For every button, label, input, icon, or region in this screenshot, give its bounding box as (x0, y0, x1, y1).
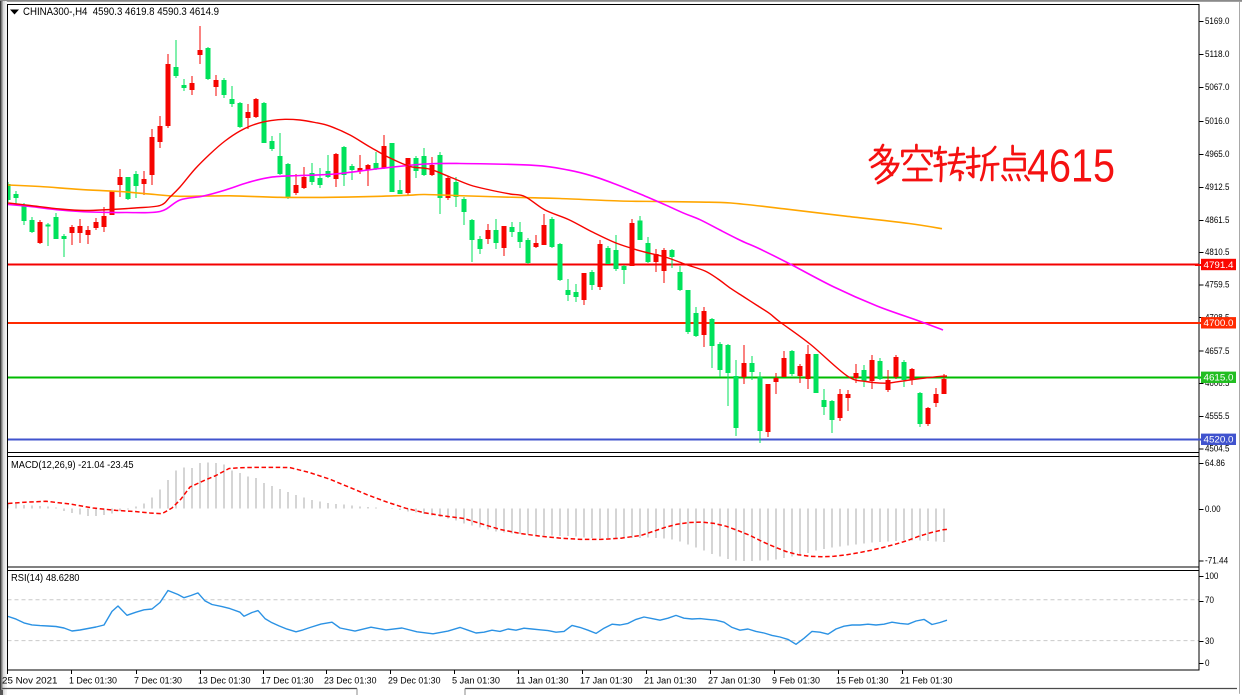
svg-text:4791.4: 4791.4 (1204, 260, 1235, 271)
svg-text:5067.0: 5067.0 (1205, 82, 1229, 93)
svg-text:17 Jan 01:30: 17 Jan 01:30 (580, 676, 633, 687)
svg-text:-71.44: -71.44 (1205, 556, 1229, 567)
svg-text:30: 30 (1205, 636, 1214, 647)
svg-text:25 Nov 2021: 25 Nov 2021 (2, 676, 57, 687)
svg-text:70: 70 (1205, 595, 1214, 606)
svg-text:64.86: 64.86 (1205, 458, 1225, 469)
svg-text:9 Feb 01:30: 9 Feb 01:30 (772, 676, 820, 687)
svg-text:23 Dec 01:30: 23 Dec 01:30 (324, 676, 377, 687)
svg-text:11 Jan 01:30: 11 Jan 01:30 (516, 676, 569, 687)
svg-text:4759.5: 4759.5 (1205, 280, 1229, 291)
svg-text:5169.0: 5169.0 (1205, 16, 1229, 27)
svg-text:21 Jan 01:30: 21 Jan 01:30 (644, 676, 697, 687)
svg-text:4615: 4615 (1027, 140, 1115, 192)
svg-text:4504.5: 4504.5 (1205, 444, 1229, 455)
svg-text:4657.5: 4657.5 (1205, 346, 1229, 357)
svg-text:5016.0: 5016.0 (1205, 116, 1229, 127)
svg-text:7 Dec 01:30: 7 Dec 01:30 (134, 676, 182, 687)
svg-text:100: 100 (1205, 571, 1218, 582)
svg-text:4965.0: 4965.0 (1205, 149, 1229, 160)
svg-text:15 Feb 01:30: 15 Feb 01:30 (836, 676, 889, 687)
svg-text:0: 0 (1205, 658, 1210, 669)
svg-text:MACD(12,26,9) -21.04 -23.45: MACD(12,26,9) -21.04 -23.45 (11, 460, 134, 471)
svg-text:5118.0: 5118.0 (1205, 49, 1229, 60)
svg-text:4912.5: 4912.5 (1205, 182, 1229, 193)
svg-text:17 Dec 01:30: 17 Dec 01:30 (261, 676, 314, 687)
svg-text:4861.5: 4861.5 (1205, 215, 1229, 226)
svg-text:4606.5: 4606.5 (1205, 378, 1229, 389)
svg-text:4555.5: 4555.5 (1205, 411, 1229, 422)
svg-text:1 Dec 01:30: 1 Dec 01:30 (69, 676, 117, 687)
svg-text:5 Jan 01:30: 5 Jan 01:30 (452, 676, 500, 687)
svg-text:21 Feb 01:30: 21 Feb 01:30 (900, 676, 953, 687)
svg-text:29 Dec 01:30: 29 Dec 01:30 (388, 676, 441, 687)
svg-text:4700.0: 4700.0 (1204, 318, 1234, 329)
svg-text:4615.0: 4615.0 (1204, 373, 1234, 384)
svg-text:RSI(14) 48.6280: RSI(14) 48.6280 (11, 573, 80, 584)
svg-text:27 Jan 01:30: 27 Jan 01:30 (708, 676, 761, 687)
svg-text:0.00: 0.00 (1205, 504, 1221, 515)
svg-text:4810.5: 4810.5 (1205, 247, 1229, 258)
svg-text:4520.0: 4520.0 (1204, 435, 1234, 446)
svg-text:CHINA300-,H4 4590.3 4619.8 45: CHINA300-,H4 4590.3 4619.8 4590.3 4614.9 (23, 6, 219, 18)
svg-text:13 Dec 01:30: 13 Dec 01:30 (198, 676, 251, 687)
